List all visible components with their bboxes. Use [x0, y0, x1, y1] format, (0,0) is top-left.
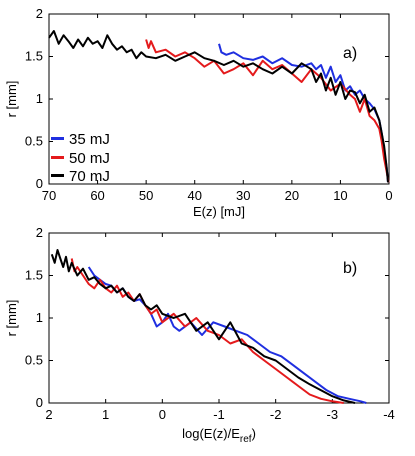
legend-swatch-70	[51, 174, 64, 177]
legend-label-70: 70 mJ	[69, 168, 110, 185]
x-tick-label-a: 40	[187, 188, 201, 203]
x-tick-label-b: 2	[45, 407, 52, 422]
y-axis-label-b: r [mm]	[4, 300, 19, 337]
x-tick-label-b: -2	[270, 407, 282, 422]
series-line-70-mj-b	[50, 249, 356, 404]
x-axis-label-b-close: )	[252, 426, 256, 441]
x-tick-label-a: 10	[333, 188, 347, 203]
y-tick-label-a: 1	[36, 91, 43, 106]
x-tick-label-a: 20	[285, 188, 299, 203]
y-tick-label-b: 1.5	[25, 268, 43, 283]
panel-label-a: a)	[343, 45, 357, 62]
plot-area-a	[48, 13, 390, 185]
y-tick-label-b: 1	[36, 310, 43, 325]
x-tick-label-b: -4	[383, 407, 395, 422]
legend-swatch-35	[51, 137, 64, 140]
y-tick-label-b: 2	[36, 225, 43, 240]
series-lines-b	[50, 249, 367, 404]
y-tick-label-a: 0.5	[25, 134, 43, 149]
panel-a: 70 60 50 40 30 20 10 0 0 0.5 1 1.5 2 a) 35 mJ 50 mJ …	[4, 6, 393, 219]
series-lines-a	[48, 30, 390, 183]
x-tick-label-a: 70	[42, 188, 56, 203]
y-tick-label-b: 0	[36, 395, 43, 410]
y-tick-label-b: 0.5	[25, 353, 43, 368]
legend-swatch-50	[51, 156, 64, 159]
series-line-50-mj-b	[70, 258, 344, 404]
ticks-a: 70 60 50 40 30 20 10 0 0 0.5 1 1.5 2	[25, 6, 393, 203]
legend-label-35: 35 mJ	[69, 131, 110, 148]
legend-label-50: 50 mJ	[69, 150, 110, 167]
x-tick-label-b: -3	[327, 407, 339, 422]
x-tick-label-a: 30	[236, 188, 250, 203]
y-tick-label-a: 2	[36, 6, 43, 21]
panel-b: 2 1 0 -1 -2 -3 -4 0 0.5 1 1.5 2 b) log(E(z)/Eref) r…	[4, 225, 395, 445]
x-tick-label-a: 50	[139, 188, 153, 203]
series-line-70-mj-a	[48, 30, 389, 183]
x-axis-label-b-main: log(E(z)/E	[182, 426, 240, 441]
x-tick-label-a: 0	[385, 188, 392, 203]
x-axis-label-a: E(z) [mJ]	[193, 204, 245, 219]
x-tick-label-b: -1	[213, 407, 225, 422]
x-tick-label-b: 0	[159, 407, 166, 422]
x-axis-label-b: log(E(z)/Eref)	[182, 426, 256, 445]
y-axis-label-a: r [mm]	[4, 81, 19, 118]
ticks-b: 2 1 0 -1 -2 -3 -4 0 0.5 1 1.5 2	[25, 225, 395, 422]
plot-area-b	[48, 232, 390, 404]
x-axis-label-b-sub: ref	[240, 434, 252, 445]
y-tick-label-a: 0	[36, 176, 43, 191]
y-tick-label-a: 1.5	[25, 49, 43, 64]
x-tick-label-b: 1	[102, 407, 109, 422]
x-tick-label-a: 60	[90, 188, 104, 203]
legend-a: 35 mJ 50 mJ 70 mJ	[51, 131, 110, 185]
panel-label-b: b)	[343, 260, 357, 277]
